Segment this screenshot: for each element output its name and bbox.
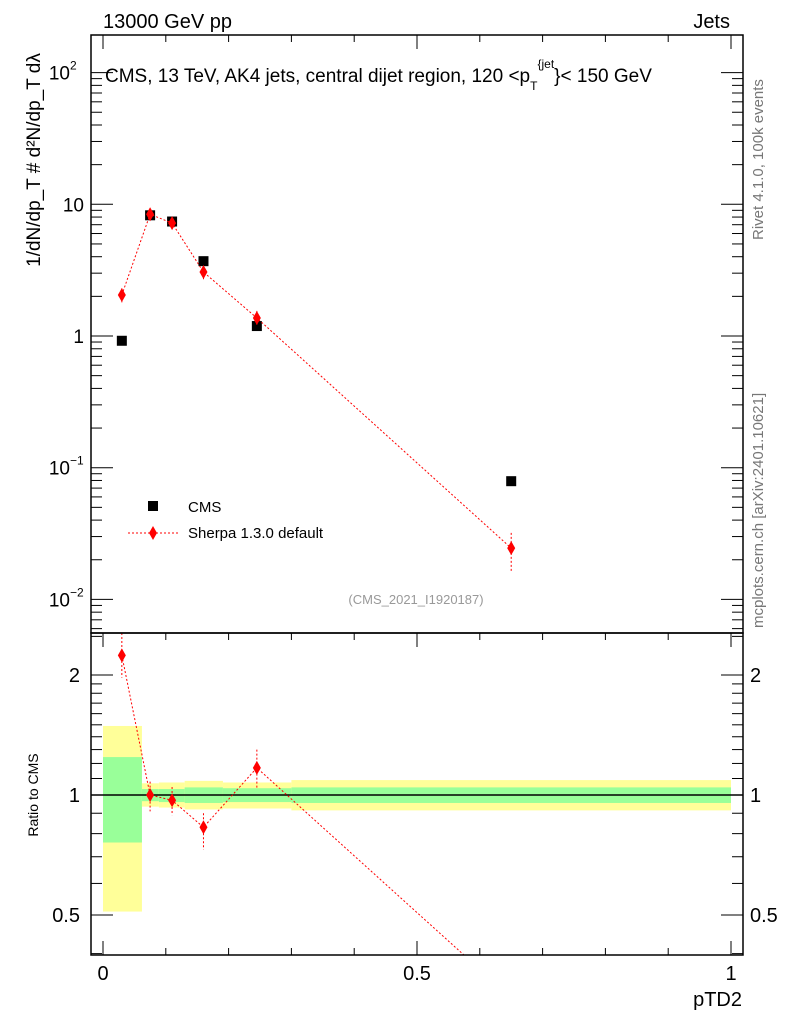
side-right-label: Rivet 4.1.0, 100k events bbox=[750, 79, 767, 240]
x-axis-label: pTD2 bbox=[693, 989, 742, 1011]
ratio-frame bbox=[90, 632, 744, 956]
ratio-y-tick-label-right: 1 bbox=[750, 785, 761, 807]
y-tick-exponent: −2 bbox=[70, 585, 84, 599]
y-tick-label: 10 bbox=[49, 64, 70, 85]
y-tick-label: 10 bbox=[63, 195, 84, 216]
sherpa-data-point bbox=[252, 310, 261, 325]
x-tick-label: 0.5 bbox=[403, 963, 431, 985]
ratio-data-point bbox=[146, 788, 155, 802]
main-ylabel: 1/dN/dp_T # d²N/dp_T dλ bbox=[24, 53, 45, 267]
analysis-watermark: (CMS_2021_I1920187) bbox=[348, 592, 483, 607]
ratio-y-tick-label: 0.5 bbox=[52, 905, 80, 927]
sherpa-data-point bbox=[146, 207, 155, 222]
x-tick-label: 0 bbox=[97, 963, 108, 985]
ratio-y-tick-label-right: 0.5 bbox=[750, 905, 778, 927]
side-bottom-label: mcplots.cern.ch [arXiv:2401.10621] bbox=[750, 393, 767, 628]
sherpa-data-point bbox=[507, 541, 516, 556]
ratio-y-tick-label-right: 2 bbox=[750, 665, 761, 687]
y-tick-exponent: 2 bbox=[70, 59, 77, 73]
header-left: 13000 GeV pp bbox=[103, 11, 232, 33]
y-tick-label: 10 bbox=[49, 459, 70, 480]
cms-data-point bbox=[251, 321, 262, 332]
ratio-data-point bbox=[168, 793, 177, 808]
ratio-ylabel: Ratio to CMS bbox=[25, 753, 41, 836]
legend-sherpa-marker bbox=[149, 526, 157, 540]
ratio-y-tick-label: 1 bbox=[69, 785, 80, 807]
y-tick-exponent: −1 bbox=[70, 454, 84, 468]
legend-sherpa-label: Sherpa 1.3.0 default bbox=[188, 525, 324, 542]
x-tick-label: 1 bbox=[725, 963, 736, 985]
legend-cms-marker bbox=[148, 501, 158, 511]
cms-data-point bbox=[116, 335, 127, 346]
ratio-data-point bbox=[117, 648, 126, 663]
cms-data-point bbox=[506, 476, 517, 487]
ratio-data-point bbox=[199, 820, 208, 835]
legend-cms-label: CMS bbox=[188, 499, 221, 516]
green-band bbox=[103, 757, 142, 843]
plot-title: CMS, 13 TeV, AK4 jets, central dijet reg… bbox=[105, 57, 652, 93]
ratio-y-tick-label: 2 bbox=[69, 665, 80, 687]
ratio-line bbox=[121, 655, 465, 956]
sherpa-data-point bbox=[117, 287, 126, 302]
y-tick-label: 1 bbox=[73, 327, 84, 348]
cms-data-point bbox=[198, 256, 209, 267]
header-right: Jets bbox=[693, 11, 730, 33]
legend: CMS Sherpa 1.3.0 default bbox=[128, 499, 324, 542]
sherpa-line bbox=[121, 213, 512, 549]
main-frame bbox=[90, 34, 744, 634]
sherpa-data-point bbox=[199, 265, 208, 280]
ratio-data-point bbox=[252, 760, 261, 775]
sherpa-data-point bbox=[168, 216, 177, 231]
y-tick-label: 10 bbox=[49, 590, 70, 611]
